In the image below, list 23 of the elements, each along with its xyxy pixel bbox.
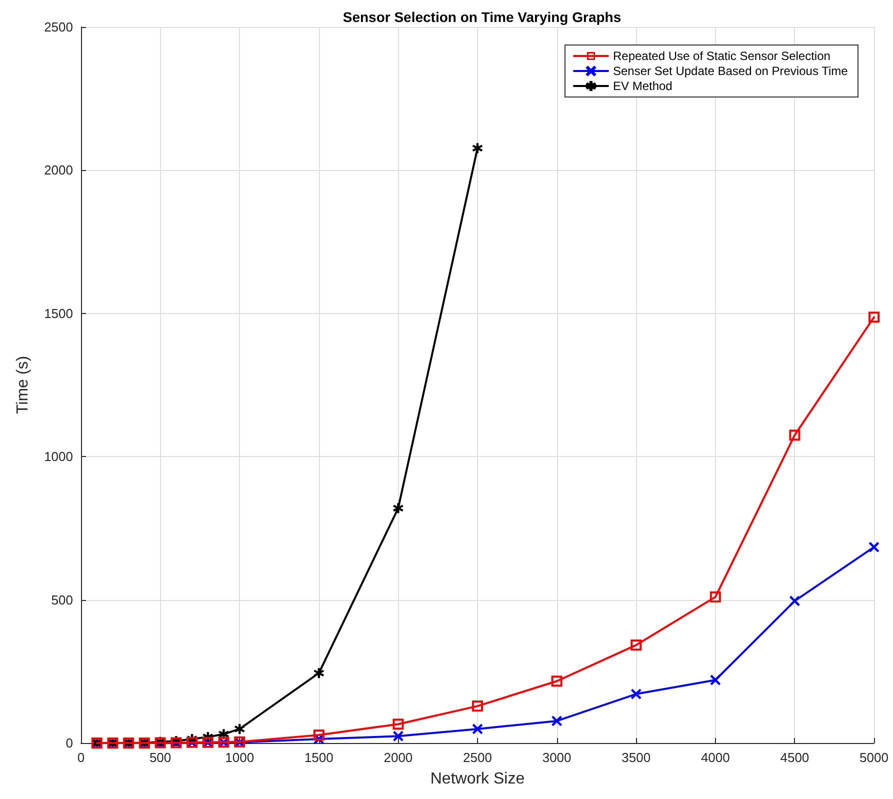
x-tick-label: 0 (77, 750, 85, 765)
x-axis-title: Network Size (430, 770, 525, 788)
chart-title: Sensor Selection on Time Varying Graphs (342, 9, 622, 25)
y-tick-label: 500 (51, 592, 73, 608)
x-tick-label: 1000 (225, 750, 254, 765)
legend-label: Senser Set Update Based on Previous Time (612, 64, 848, 78)
x-tick-label: 2000 (384, 750, 413, 765)
x-tick-label: 3500 (622, 750, 651, 765)
y-tick-label: 1000 (44, 449, 73, 464)
x-tick-label: 3000 (542, 750, 572, 765)
x-tick-label: 500 (149, 750, 172, 765)
x-tick-label: 1500 (304, 750, 334, 765)
y-tick-label: 1500 (44, 306, 73, 321)
x-tick-label: 4500 (780, 750, 810, 765)
x-tick-label: 4000 (700, 750, 730, 765)
y-tick-label: 2000 (44, 162, 73, 178)
y-tick-label: 0 (66, 736, 73, 750)
legend-label: Repeated Use of Static Sensor Selection (612, 49, 830, 63)
y-tick-label: 2500 (44, 20, 73, 34)
y-axis-title: Time (s) (14, 356, 32, 414)
legend-label: EV Method (612, 79, 672, 93)
x-tick-label: 5000 (860, 750, 888, 765)
x-tick-label: 2500 (463, 750, 492, 765)
